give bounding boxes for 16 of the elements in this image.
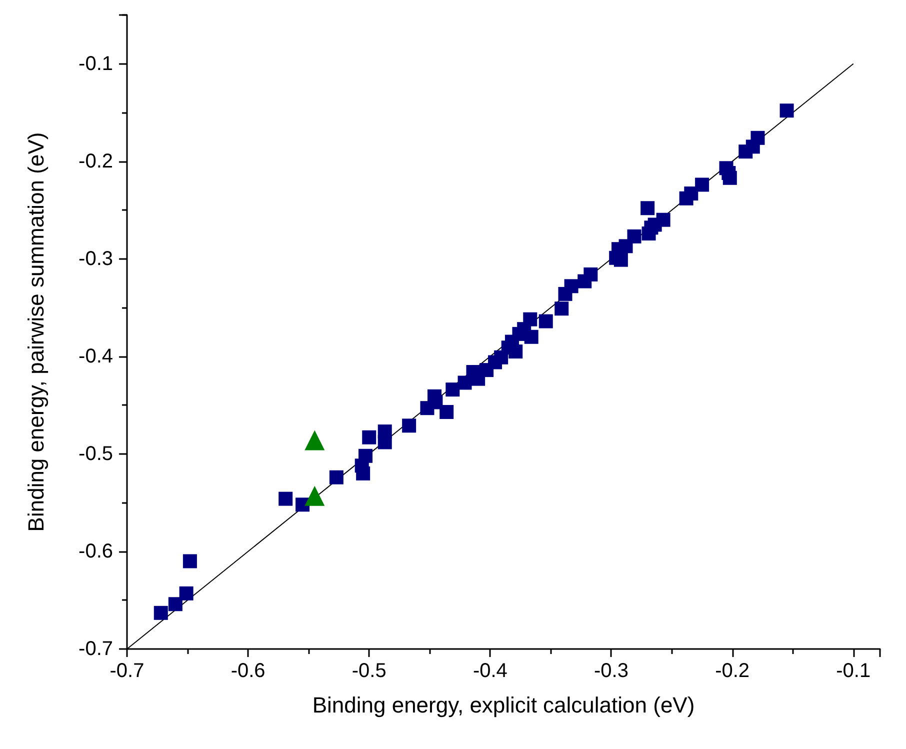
y-tick-label: -0.5 [78,442,113,465]
y-tick-label: -0.3 [78,248,113,270]
y-tick-label: -0.7 [78,638,113,660]
x-tick-label: -0.4 [472,660,508,682]
x-tick-label: -0.2 [715,660,750,682]
x-tick-label: -0.6 [230,660,266,682]
y-axis-title: Binding energy, pairwise summation (eV) [24,132,48,532]
x-tick-label: -0.3 [594,660,628,682]
x-tick-label: -0.5 [352,660,386,682]
y-tick-label: -0.2 [78,150,113,172]
x-axis-title: Binding energy, explicit calculation (eV) [312,692,695,718]
y-tick-label: -0.6 [78,540,113,562]
y-tick-label: -0.1 [78,52,113,75]
x-tick-label: -0.1 [836,660,871,682]
x-tick-label: -0.7 [110,660,144,682]
y-tick-label: -0.4 [78,345,113,368]
